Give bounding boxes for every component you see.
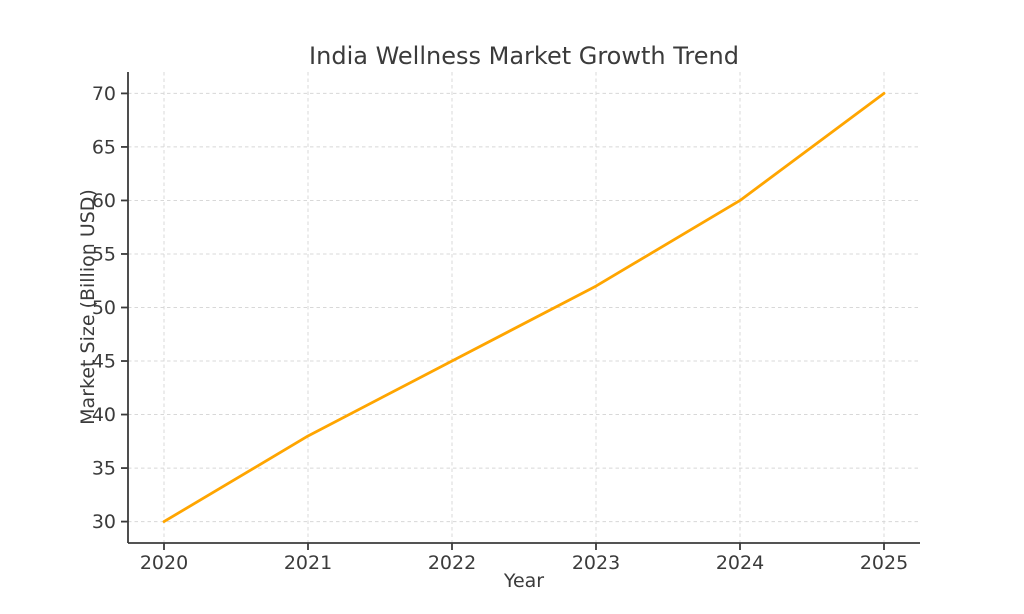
y-tick-label: 45 — [92, 351, 116, 373]
y-axis-label: Market Size (Billion USD) — [77, 189, 99, 425]
x-tick-label: 2022 — [428, 552, 476, 574]
chart-title: India Wellness Market Growth Trend — [309, 42, 739, 70]
x-tick-label: 2025 — [860, 552, 908, 574]
x-tick-label: 2020 — [140, 552, 188, 574]
y-tick-label: 35 — [92, 458, 116, 480]
y-tick-label: 60 — [92, 190, 116, 212]
trend-line — [162, 92, 886, 523]
y-tick-label: 40 — [92, 404, 116, 426]
x-tick-label: 2021 — [284, 552, 332, 574]
y-tick-label: 50 — [92, 297, 116, 319]
x-axis-label: Year — [503, 570, 545, 592]
x-tick-label: 2024 — [716, 552, 764, 574]
x-tick-label: 2023 — [572, 552, 620, 574]
y-tick-label: 70 — [92, 83, 116, 105]
y-tick-label: 55 — [92, 243, 116, 265]
y-tick-label: 65 — [92, 136, 116, 158]
y-tick-label: 30 — [92, 511, 116, 533]
